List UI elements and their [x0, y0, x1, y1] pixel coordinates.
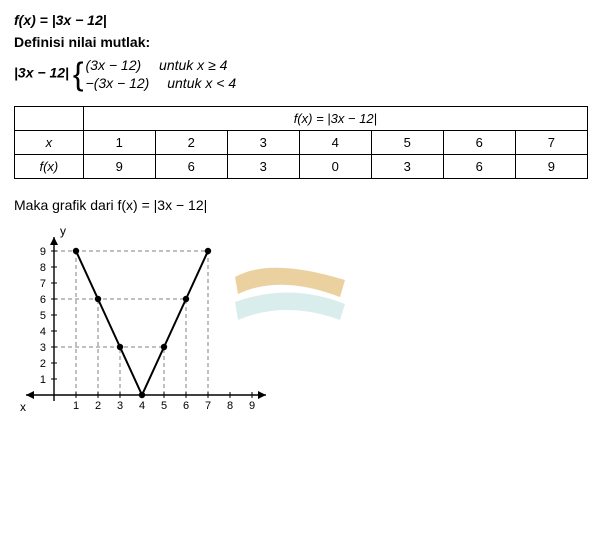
table-row: f(x) 9 6 3 0 3 6 9 [15, 155, 588, 179]
table-cell: 3 [371, 155, 443, 179]
table-cell: 5 [371, 131, 443, 155]
case-row: −(3x − 12) untuk x < 4 [86, 74, 237, 92]
table-cell: 1 [83, 131, 155, 155]
table-cell: 3 [227, 131, 299, 155]
table-cell: 6 [155, 155, 227, 179]
svg-text:2: 2 [40, 358, 46, 370]
case-expr: −(3x − 12) [86, 75, 150, 91]
chart-svg: 1 2 3 4 5 6 7 8 9 1 2 3 4 5 6 7 8 9 y x [14, 219, 274, 419]
svg-text:9: 9 [249, 400, 255, 412]
table-row: f(x) = |3x − 12| [15, 107, 588, 131]
table-cell: 2 [155, 131, 227, 155]
svg-text:6: 6 [183, 400, 189, 412]
table-cell: 0 [299, 155, 371, 179]
svg-text:9: 9 [40, 246, 46, 258]
svg-text:y: y [60, 224, 66, 238]
abs-expression: |3x − 12| [14, 65, 69, 81]
svg-text:5: 5 [40, 310, 46, 322]
svg-text:3: 3 [117, 400, 123, 412]
piecewise-definition: |3x − 12| { (3x − 12) untuk x ≥ 4 −(3x −… [14, 56, 588, 92]
row-label-x: x [15, 131, 84, 155]
table-cell: 7 [515, 131, 587, 155]
brace-icon: { [73, 58, 84, 90]
function-line: f(x) = |3x − 12| [14, 12, 588, 28]
case-cond: untuk x < 4 [167, 74, 236, 92]
svg-text:2: 2 [95, 400, 101, 412]
case-cond: untuk x ≥ 4 [159, 56, 227, 74]
chart: 1 2 3 4 5 6 7 8 9 1 2 3 4 5 6 7 8 9 y x [14, 219, 588, 422]
table-cell: 4 [299, 131, 371, 155]
case-expr: (3x − 12) [86, 57, 142, 73]
table-cell: 9 [83, 155, 155, 179]
value-table: f(x) = |3x − 12| x 1 2 3 4 5 6 7 f(x) 9 … [14, 106, 588, 179]
table-header-span: f(x) = |3x − 12| [83, 107, 587, 131]
svg-text:7: 7 [205, 400, 211, 412]
svg-text:6: 6 [40, 294, 46, 306]
table-cell: 3 [227, 155, 299, 179]
graph-intro: Maka grafik dari f(x) = |3x − 12| [14, 197, 588, 213]
svg-text:5: 5 [161, 400, 167, 412]
table-row: x 1 2 3 4 5 6 7 [15, 131, 588, 155]
svg-text:1: 1 [73, 400, 79, 412]
svg-text:1: 1 [40, 374, 46, 386]
svg-text:8: 8 [227, 400, 233, 412]
svg-text:4: 4 [40, 326, 46, 338]
row-label-fx: f(x) [15, 155, 84, 179]
case-row: (3x − 12) untuk x ≥ 4 [86, 56, 237, 74]
table-cell: 6 [443, 131, 515, 155]
table-cell: 6 [443, 155, 515, 179]
svg-text:3: 3 [40, 342, 46, 354]
svg-text:x: x [20, 400, 26, 414]
svg-text:8: 8 [40, 262, 46, 274]
svg-text:4: 4 [139, 400, 145, 412]
table-cell: 9 [515, 155, 587, 179]
svg-text:7: 7 [40, 278, 46, 290]
definition-title: Definisi nilai mutlak: [14, 34, 588, 50]
